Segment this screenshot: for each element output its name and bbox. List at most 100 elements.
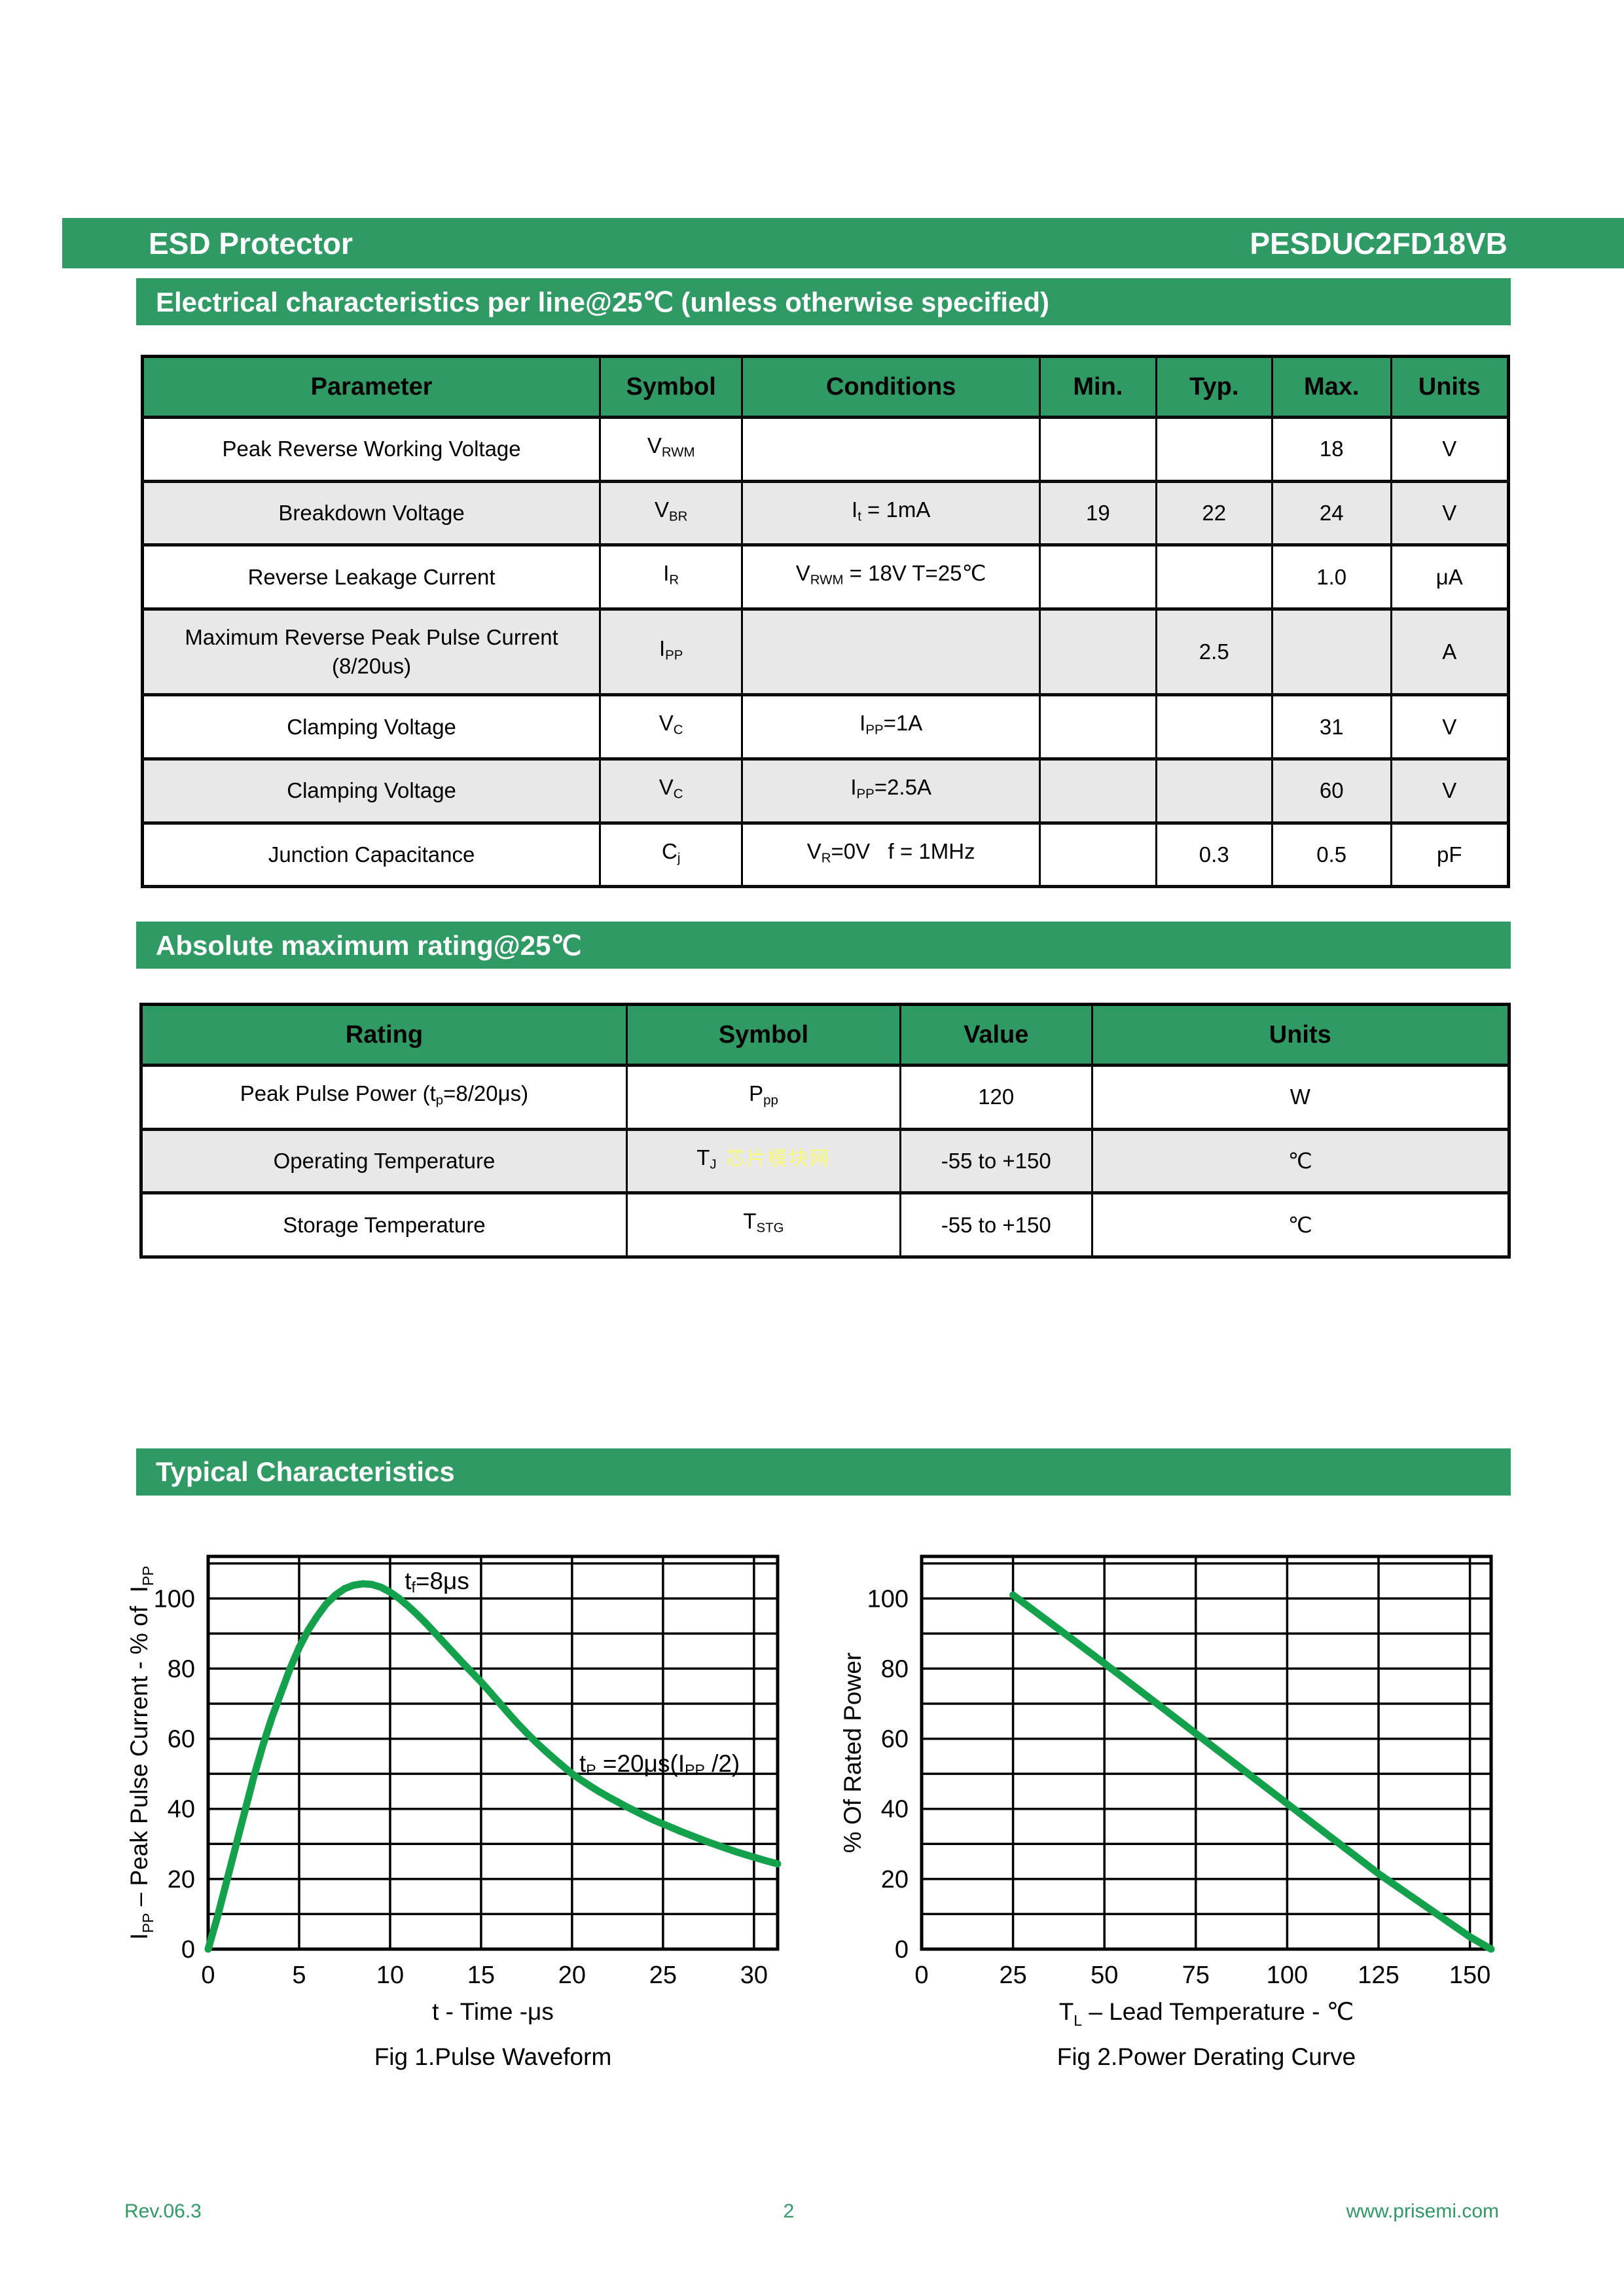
table-cell: 1.0 [1271,543,1392,611]
table-cell: 18 [1271,416,1392,483]
table-row: Reverse Leakage Current IR VRWM = 18V T=25… [141,543,1509,611]
footer-revision: Rev.06.3 [124,2200,202,2222]
y-axis-title: % Of Rated Power [839,1653,866,1853]
svg-text:0: 0 [181,1936,195,1964]
table-row: Peak Reverse Working Voltage VRWM 18 V [141,416,1509,483]
svg-text:40: 40 [168,1796,195,1823]
series-line [204,1580,782,1953]
table-cell: Cj [599,821,744,889]
table-cell: VRWM = 18V T=25℃ [741,543,1041,611]
column-header: Symbol [599,356,744,419]
table-cell: Storage Temperature [140,1191,628,1259]
table-cell: 31 [1271,693,1392,761]
svg-text:10: 10 [376,1962,404,1989]
table-cell: Clamping Voltage [141,757,602,825]
column-header: Units [1091,1004,1511,1067]
chart-annotation: tP =20μs(IPP /2) [579,1750,740,1778]
svg-text:100: 100 [867,1585,909,1613]
pulse-waveform-chart: 0 5 10 15 20 25 30 0 20 40 60 80 100 t - Time -μs IPP … [126,1554,782,2025]
table-row: Clamping Voltage VC IPP=2.5A 60 V [141,757,1509,825]
section-header-electrical: Electrical characteristics per line@25℃ … [136,278,1511,325]
table-row: Operating Temperature TJ 芯片模块网 -55 to +150 ℃ [140,1127,1511,1195]
table-cell: IPP=2.5A [741,757,1041,825]
column-header: Symbol [625,1004,901,1067]
svg-text:25: 25 [999,1962,1026,1989]
page-title: ESD Protector [149,226,353,260]
table-cell: -55 to +150 [899,1127,1093,1195]
table-cell: IPP=1A [741,693,1041,761]
table-cell: V [1390,757,1509,825]
axis-tick-labels: 0 25 50 75 100 125 150 0 20 40 60 80 100 [867,1585,1491,1989]
svg-text:0: 0 [914,1962,928,1989]
svg-text:0: 0 [895,1936,909,1964]
table-cell: Breakdown Voltage [141,479,602,547]
section-header-absolute-max: Absolute maximum rating@25℃ [136,922,1511,969]
table-cell: 0.3 [1155,821,1273,889]
table-row: Breakdown Voltage VBR It = 1mA 19 22 24 V [141,479,1509,547]
svg-text:60: 60 [168,1726,195,1753]
table-cell: VRWM [599,416,744,483]
table-cell [1039,416,1157,483]
svg-text:0: 0 [201,1962,215,1989]
column-header: Typ. [1155,356,1273,419]
table-cell: 24 [1271,479,1392,547]
table-cell: -55 to +150 [899,1191,1093,1259]
table-cell: TSTG [625,1191,901,1259]
table-cell: pF [1390,821,1509,889]
svg-text:40: 40 [881,1796,909,1823]
figure1-caption: Fig 1.Pulse Waveform [374,2043,612,2070]
table-cell: Clamping Voltage [141,693,602,761]
section-header-typical: Typical Characteristics [136,1448,1511,1496]
electrical-characteristics-table: Parameter Symbol Conditions Min. Typ. Max. Uni… [141,355,1510,889]
table-row: Peak Pulse Power (tp=8/20μs) Ppp 120 W [140,1064,1511,1131]
table-cell: ℃ [1091,1191,1511,1259]
table-cell: It = 1mA [741,479,1041,547]
table-cell: IPP [599,607,744,697]
svg-text:20: 20 [558,1962,586,1989]
section-title: Typical Characteristics [156,1456,455,1487]
chart-grid [920,1556,1491,1950]
table-cell: V [1390,479,1509,547]
svg-text:50: 50 [1091,1962,1118,1989]
table-cell [1271,607,1392,697]
svg-text:60: 60 [881,1726,909,1753]
svg-text:30: 30 [740,1962,768,1989]
plot-border [920,1554,1493,1951]
table-cell: VC [599,757,744,825]
figure2-caption: Fig 2.Power Derating Curve [1056,2043,1356,2070]
table-cell: TJ 芯片模块网 [625,1127,901,1195]
section-title: Electrical characteristics per line@25℃ … [156,286,1050,317]
table-cell: 2.5 [1155,607,1273,697]
svg-text:80: 80 [168,1655,195,1683]
table-cell [1155,693,1273,761]
svg-text:150: 150 [1449,1962,1490,1989]
svg-text:75: 75 [1182,1962,1210,1989]
footer-website: www.prisemi.com [1346,2200,1499,2222]
table-cell: Peak Reverse Working Voltage [141,416,602,483]
column-header: Value [899,1004,1093,1067]
column-header: Max. [1271,356,1392,419]
table-cell [1039,757,1157,825]
y-axis-title: IPP – Peak Pulse Current - % of IPP [126,1566,156,1939]
svg-text:125: 125 [1358,1962,1399,1989]
table-cell: VR=0V f = 1MHz [741,821,1041,889]
svg-text:15: 15 [467,1962,495,1989]
svg-text:5: 5 [292,1962,306,1989]
svg-text:100: 100 [154,1585,195,1613]
table-cell: VBR [599,479,744,547]
table-cell: 19 [1039,479,1157,547]
absolute-maximum-rating-table: Rating Symbol Value Units Peak Pulse Power (… [139,1003,1511,1259]
table-cell [1039,821,1157,889]
svg-text:20: 20 [881,1866,909,1893]
table-cell: Operating Temperature [140,1127,628,1195]
table-cell [1039,693,1157,761]
table-cell: Ppp [625,1064,901,1131]
table-cell: VC [599,693,744,761]
table-cell: A [1390,607,1509,697]
table-cell [741,607,1041,697]
table-cell: μA [1390,543,1509,611]
table-cell [1155,757,1273,825]
table-cell [1039,543,1157,611]
svg-text:100: 100 [1267,1962,1308,1989]
table-cell: 60 [1271,757,1392,825]
